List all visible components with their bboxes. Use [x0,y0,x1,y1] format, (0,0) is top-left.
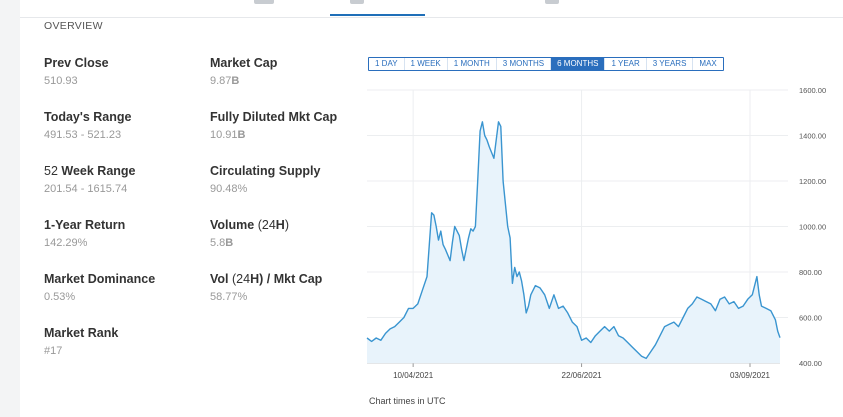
stat-label-main: Volume [210,218,255,232]
stat-value: 5.8B [210,237,370,249]
stat-value-number: 10.91 [210,129,238,141]
tab-indicator-2[interactable] [350,0,364,4]
chart-footnote: Chart times in UTC [369,396,446,406]
price-chart: 1600.00 1400.00 1200.00 1000.00 800.00 600.00… [366,86,826,380]
stat-value-unit: B [237,129,246,141]
stat-label-paren-close: ) [284,218,289,232]
stat-value: 491.53 - 521.23 [44,129,122,141]
y-tick-label: 1200.00 [799,177,826,186]
active-tab-underline [330,14,425,16]
range-button-3-months[interactable]: 3 MONTHS [497,58,552,70]
stat-market-cap: Market Cap 9.87B [210,56,370,87]
stat-label-prefix: 52 [44,164,58,178]
stat-label: Market Rank [44,326,119,340]
range-button-3-years[interactable]: 3 YEARS [647,58,694,70]
stat-label-c: H [250,272,260,286]
stat-todays-range: Today's Range 491.53 - 521.23 [44,110,204,141]
range-button-1-week[interactable]: 1 WEEK [405,58,448,70]
stat-value-unit: B [225,237,234,249]
coin-overview-panel: OVERVIEW Prev Close 510.93 Today's Range… [20,0,843,417]
stat-label: Today's Range [44,110,132,124]
stat-market-rank: Market Rank #17 [44,326,204,357]
stat-value: 9.87B [210,75,370,87]
price-line [366,121,781,360]
stat-52-week-range: 52 Week Range 201.54 - 1615.74 [44,164,204,195]
stat-label: 1-Year Return [44,218,126,232]
stat-label: Vol (24H) / Mkt Cap [210,272,370,286]
stat-label-a: Vol [210,272,229,286]
stat-label: Market Dominance [44,272,156,286]
stat-label-main: Week Range [61,164,136,178]
stat-label: Prev Close [44,56,109,70]
y-tick-label: 600.00 [799,314,822,323]
stat-value: 90.48% [210,183,248,195]
stat-value-unit: B [231,75,240,87]
price-area-fill [367,121,780,363]
stat-label-d: ) / Mkt Cap [259,272,323,286]
stat-value: #17 [44,345,63,357]
stat-label: Fully Diluted Mkt Cap [210,110,338,124]
tab-indicator-3[interactable] [545,0,559,4]
y-tick-label: 800.00 [799,268,822,277]
stat-circulating-supply: Circulating Supply 90.48% [210,164,370,195]
stat-value-number: 9.87 [210,75,232,87]
tab-indicator-1[interactable] [254,0,274,4]
y-tick-label: 1600.00 [799,86,826,95]
stat-value: 510.93 [44,75,78,87]
x-tick-label: 10/04/2021 [393,371,434,380]
range-button-1-year[interactable]: 1 YEAR [605,58,647,70]
x-tick-label: 22/06/2021 [562,371,603,380]
stat-label-b: (24 [232,272,251,286]
stat-label: 52 Week Range [44,164,204,178]
stat-value: 10.91B [210,129,370,141]
stat-value: 142.29% [44,237,88,249]
stat-1-year-return: 1-Year Return 142.29% [44,218,204,249]
stat-label: Market Cap [210,56,278,70]
stat-label-paren-open: (24 [257,218,276,232]
section-title: OVERVIEW [44,20,103,32]
stat-label: Volume (24H) [210,218,370,232]
stat-value-number: 5.8 [210,237,226,249]
range-button-1-month[interactable]: 1 MONTH [448,58,497,70]
stat-value: 0.53% [44,291,76,303]
y-tick-label: 1400.00 [799,132,826,141]
stat-fully-diluted-mkt-cap: Fully Diluted Mkt Cap 10.91B [210,110,370,141]
time-range-selector: 1 DAY 1 WEEK 1 MONTH 3 MONTHS 6 MONTHS 1 YEAR… [368,57,724,71]
stat-prev-close: Prev Close 510.93 [44,56,204,87]
stat-label-h: H [275,218,285,232]
stat-volume-24h: Volume (24H) 5.8B [210,218,370,249]
stat-label: Circulating Supply [210,164,321,178]
stat-vol-mkt-cap: Vol (24H) / Mkt Cap 58.77% [210,272,370,303]
top-tab-bar [20,0,843,18]
stat-value: 201.54 - 1615.74 [44,183,128,195]
stat-market-dominance: Market Dominance 0.53% [44,272,204,303]
y-tick-label: 400.00 [799,359,822,368]
stat-value: 58.77% [210,291,248,303]
range-button-6-months[interactable]: 6 MONTHS [551,58,606,70]
x-tick-label: 03/09/2021 [730,371,771,380]
y-tick-label: 1000.00 [799,223,826,232]
range-button-max[interactable]: MAX [699,59,717,68]
range-button-1-day[interactable]: 1 DAY [369,58,405,70]
